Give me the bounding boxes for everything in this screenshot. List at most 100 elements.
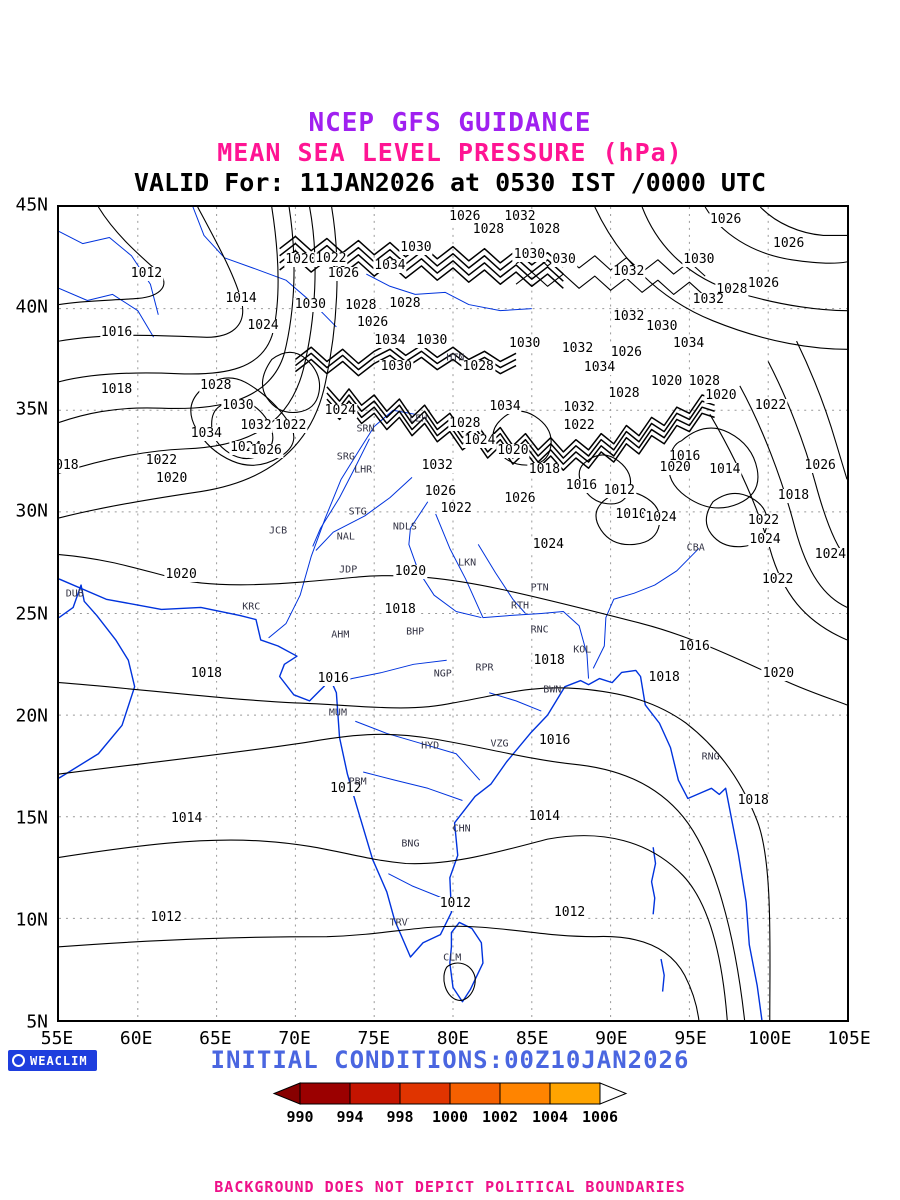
colorbar-tick-label: 994 xyxy=(336,1108,364,1126)
contour-label: 1014 xyxy=(527,808,562,824)
y-tick-label: 35N xyxy=(15,398,48,420)
x-tick-label: 65E xyxy=(199,1028,232,1049)
contour-label: 1034 xyxy=(189,425,223,441)
isobar-path xyxy=(59,734,745,1020)
isobar-path xyxy=(595,207,847,349)
isobar-path xyxy=(710,414,847,640)
contour-label: 1020 xyxy=(164,567,198,583)
contour-label: 1032 xyxy=(612,264,646,280)
contour-label: 1030 xyxy=(508,335,542,351)
station-label: KOL xyxy=(573,644,592,656)
isobar-path xyxy=(59,836,727,1020)
colorbar-tick-label: 1002 xyxy=(481,1108,519,1126)
y-axis-labels: 45N 40N 35N 30N 25N 20N 15N 10N 5N xyxy=(4,195,50,1033)
contour-label: 1028 xyxy=(461,359,495,375)
station-label: JCB xyxy=(269,525,288,537)
x-tick-label: 105E xyxy=(827,1028,871,1049)
contour-label: 1032 xyxy=(560,341,595,357)
contour-label: 1022 xyxy=(753,398,788,414)
contour-label: 1026 xyxy=(708,212,743,227)
contour-label: 1034 xyxy=(671,335,706,351)
contour-label: 1026 xyxy=(772,235,806,251)
x-tick-label: 80E xyxy=(436,1028,470,1049)
station-label: JDP xyxy=(339,564,358,576)
station-label: PBM xyxy=(348,776,367,788)
contour-label: 1024 xyxy=(813,546,847,562)
river-path xyxy=(313,439,370,547)
station-label: STG xyxy=(348,506,367,518)
contour-label: 1026 xyxy=(746,276,781,292)
colorbar-segment xyxy=(549,1082,601,1105)
contour-label: 1028 xyxy=(388,295,422,311)
contour-label: 1024 xyxy=(463,433,497,449)
contour-label: 1020 xyxy=(704,388,738,404)
river-path xyxy=(338,660,447,682)
y-tick-label: 40N xyxy=(15,296,48,318)
coastline-path xyxy=(59,579,762,1020)
contour-label: 1018 xyxy=(383,602,417,618)
contour-label: 1024 xyxy=(531,537,565,553)
contour-label: 1034 xyxy=(373,257,407,273)
contour-label: 1014 xyxy=(169,811,204,827)
contour-label: 1030 xyxy=(645,318,679,334)
contour-label: 1016 xyxy=(668,448,702,464)
weaclim-logo-text: WEACLIM xyxy=(30,1053,88,1068)
y-tick-label: 5N xyxy=(26,1011,48,1033)
contour-label: 1018 xyxy=(532,653,566,669)
isobar-path xyxy=(59,207,294,422)
contour-label: 1030 xyxy=(399,239,433,255)
weaclim-logo-icon xyxy=(12,1054,25,1067)
contour-label: 1020 xyxy=(284,251,318,267)
colorbar-arrow-right xyxy=(599,1082,628,1105)
x-tick-label: 100E xyxy=(748,1028,792,1049)
river-path xyxy=(363,772,462,800)
contour-label: 018 xyxy=(59,458,80,473)
contour-label: 1032 xyxy=(503,208,537,224)
isobar-path xyxy=(768,361,847,558)
colorbar-segment xyxy=(449,1082,501,1105)
contour-label: 1024 xyxy=(644,509,678,525)
station-label: LKN xyxy=(458,557,477,569)
contour-label: 1030 xyxy=(221,398,255,414)
contour-label: 1012 xyxy=(149,910,183,926)
contour-label: 1032 xyxy=(562,399,596,415)
colorbar-labels: 990 994 998 1000 1002 1004 1006 xyxy=(272,1108,628,1126)
disclaimer-text: BACKGROUND DOES NOT DEPICT POLITICAL BOU… xyxy=(214,1178,686,1196)
contour-label: 1020 xyxy=(393,564,428,580)
station-label: RNG xyxy=(701,751,720,763)
river-path xyxy=(366,274,531,311)
isobar-path xyxy=(262,352,319,412)
river-path xyxy=(436,514,589,679)
contour-label: 1022 xyxy=(562,417,596,433)
contour-label: 1026 xyxy=(803,457,837,473)
contour-label: 1032 xyxy=(239,417,273,433)
x-tick-label: 90E xyxy=(595,1028,628,1049)
river-path xyxy=(316,477,412,550)
contour-label: 1022 xyxy=(144,452,179,468)
station-label: BHP xyxy=(406,626,425,638)
isobar-path xyxy=(797,341,847,479)
river-path xyxy=(489,693,541,711)
contour-label: 1034 xyxy=(582,359,617,375)
station-label: SRG xyxy=(336,451,355,463)
contour-label: 1028 xyxy=(527,221,562,237)
y-tick-label: 20N xyxy=(15,705,48,727)
colorbar-segment xyxy=(349,1082,401,1105)
colorbar-segment xyxy=(299,1082,351,1105)
contour-label: 1016 xyxy=(677,638,711,654)
contour-label: 1018 xyxy=(647,669,681,685)
contour-label: 1012 xyxy=(129,265,164,281)
field-title: MEAN SEA LEVEL PRESSURE (hPa) xyxy=(217,138,683,167)
contour-label: 1030 xyxy=(682,251,716,267)
station-label: TRV xyxy=(389,917,408,929)
station-label: NAL xyxy=(336,531,355,543)
y-tick-label: 10N xyxy=(15,909,48,931)
station-label: MUM xyxy=(328,707,347,719)
contour-label: 1020 xyxy=(155,471,189,487)
contour-label: 1012 xyxy=(438,895,473,911)
station-label: LHR xyxy=(354,464,373,476)
contour-label: 1024 xyxy=(323,403,357,419)
colorbar-tick-label: 1006 xyxy=(581,1108,619,1126)
station-label: PTN xyxy=(530,582,549,594)
coastline-path xyxy=(59,585,135,778)
